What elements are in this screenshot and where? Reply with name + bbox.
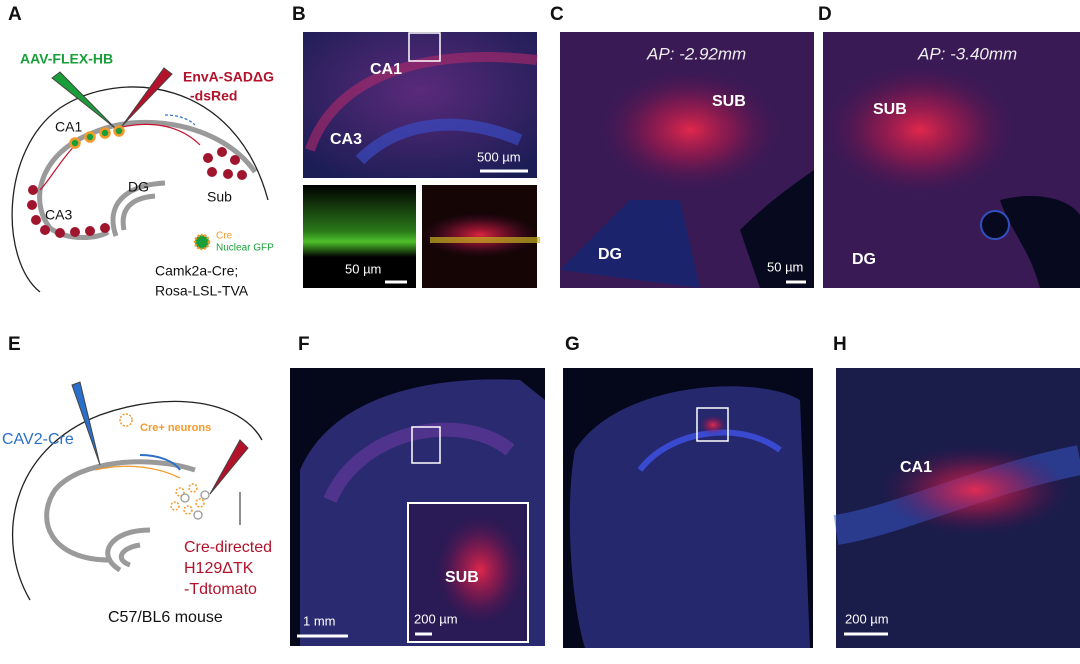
annotation: Cre+ neurons [140, 422, 211, 434]
panel-label: B [292, 4, 306, 25]
annotation: CA1 [55, 119, 82, 135]
annotation: DG [128, 179, 149, 195]
annotation: Camk2a-Cre; [155, 263, 238, 279]
panel-e [12, 381, 263, 601]
dg [120, 193, 156, 231]
panel-label: D [818, 4, 832, 25]
annotation: EnvA-SADΔG [183, 69, 274, 85]
scale-label: 200 µm [414, 611, 458, 626]
panel-label: G [565, 334, 580, 355]
annotation: -dsRed [190, 88, 237, 104]
ca-band [37, 119, 258, 240]
panel-c [560, 32, 814, 288]
scale-label: 50 µm [345, 261, 381, 276]
panel-f [290, 368, 545, 646]
annotation: SUB [712, 93, 746, 110]
annotation: Cre [216, 231, 233, 242]
panel-a [11, 67, 269, 293]
panel-label: A [8, 4, 22, 25]
pipette [51, 71, 116, 129]
annotation: C57/BL6 mouse [108, 609, 223, 626]
sub-cells [203, 147, 247, 180]
scale-label: 200 µm [845, 611, 889, 626]
annotation: -Tdtomato [184, 581, 257, 598]
panel-h [833, 368, 1080, 648]
scale-label: 50 µm [767, 259, 803, 274]
scale-label: 1 mm [303, 613, 336, 628]
panel-d [823, 32, 1080, 288]
annotation: SUB [445, 569, 479, 586]
annotation: AAV-FLEX-HB [20, 51, 113, 67]
annotation: CA3 [45, 207, 72, 223]
legend-cell [193, 233, 211, 251]
annotation: SUB [873, 101, 907, 118]
annotation: Cre-directed [184, 539, 272, 556]
annotation: CA3 [330, 131, 362, 148]
annotation: CA1 [900, 459, 932, 476]
pipette [121, 67, 173, 127]
ca3-cells [27, 185, 110, 238]
arrow [117, 123, 201, 146]
annotation: CAV2-Cre [2, 431, 74, 448]
annotation: AP: -3.40mm [917, 44, 1017, 63]
dg [110, 180, 166, 237]
annotation: CA1 [370, 61, 402, 78]
ca1-cells [69, 125, 125, 149]
scale-label: 500 µm [477, 149, 521, 164]
panel-label: H [833, 334, 847, 355]
annotation: DG [852, 251, 876, 268]
outline [11, 86, 269, 293]
panel-label: E [8, 334, 21, 355]
annotation: DG [598, 246, 622, 263]
panel-g [563, 368, 813, 648]
annotation: Sub [207, 189, 232, 205]
annotation: Nuclear GFP [216, 243, 274, 254]
panel-b [303, 32, 540, 288]
panel-label: F [298, 334, 310, 355]
panel-label: C [550, 4, 564, 25]
annotation: Rosa-LSL-TVA [155, 283, 249, 299]
arrow [164, 114, 196, 126]
annotation: H129ΔTK [184, 560, 254, 577]
annotation: AP: -2.92mm [646, 44, 746, 63]
micrograph [303, 185, 416, 288]
